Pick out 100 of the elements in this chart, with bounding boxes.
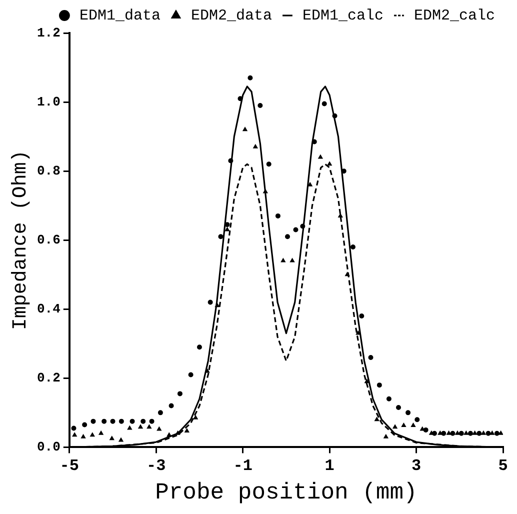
x-tick-label: -1 xyxy=(233,456,252,475)
point xyxy=(332,113,338,118)
point xyxy=(72,432,77,437)
point xyxy=(468,430,473,436)
point xyxy=(90,432,95,437)
y-tick-label: 0.2 xyxy=(37,370,61,386)
point xyxy=(411,422,416,427)
point xyxy=(177,391,182,396)
point xyxy=(168,403,174,408)
point xyxy=(138,424,143,429)
point xyxy=(188,372,194,378)
point xyxy=(146,424,152,429)
point xyxy=(81,434,86,438)
point xyxy=(196,344,202,350)
point xyxy=(486,430,491,436)
x-tick-label: 3 xyxy=(411,456,422,475)
y-tick-label: 0.8 xyxy=(37,163,61,178)
point xyxy=(450,430,456,436)
y-tick-label: 1.0 xyxy=(37,94,61,110)
point xyxy=(280,258,286,262)
point xyxy=(205,368,210,373)
y-tick-label: 1.2 xyxy=(37,25,61,40)
point xyxy=(464,430,468,435)
point xyxy=(441,430,446,436)
point xyxy=(90,418,96,424)
point xyxy=(327,162,332,166)
point xyxy=(359,314,364,319)
point xyxy=(193,415,198,420)
point xyxy=(396,405,402,410)
x-tick-label: 5 xyxy=(498,456,508,475)
point xyxy=(432,430,437,436)
point xyxy=(423,427,428,432)
point xyxy=(158,410,163,416)
point xyxy=(312,139,317,144)
x-tick-label: -5 xyxy=(60,456,80,475)
legend-label: EDM2_data xyxy=(190,7,272,24)
point xyxy=(356,330,360,335)
x-tick-label: -3 xyxy=(146,456,166,475)
point xyxy=(118,438,124,442)
point xyxy=(401,422,406,427)
point xyxy=(455,430,460,435)
point xyxy=(166,432,172,437)
point xyxy=(386,396,392,402)
point xyxy=(341,168,346,174)
point xyxy=(127,426,132,430)
point xyxy=(374,417,380,422)
point xyxy=(102,418,107,424)
point xyxy=(208,300,213,305)
point xyxy=(248,75,253,80)
point xyxy=(98,430,104,435)
point xyxy=(318,154,323,159)
point xyxy=(110,418,116,424)
point xyxy=(490,430,494,435)
point xyxy=(392,424,398,429)
y-tick-label: 0.6 xyxy=(37,232,61,248)
legend-label: EDM1_data xyxy=(79,7,160,24)
point xyxy=(406,410,411,416)
point xyxy=(130,418,135,424)
point xyxy=(176,430,180,435)
point xyxy=(218,234,224,240)
point xyxy=(71,426,76,431)
point xyxy=(228,158,234,164)
point xyxy=(472,430,478,435)
x-tick-label: 1 xyxy=(324,456,334,475)
point xyxy=(215,303,220,308)
point xyxy=(494,430,500,436)
point xyxy=(258,102,263,108)
point xyxy=(438,430,442,435)
point xyxy=(322,101,327,106)
point xyxy=(149,418,154,424)
point xyxy=(290,258,295,262)
point xyxy=(225,227,230,232)
point xyxy=(242,127,248,132)
y-tick-label: 0.4 xyxy=(37,301,61,316)
point xyxy=(156,426,162,431)
point xyxy=(293,227,298,232)
y-axis-title: Impedance (Ohm) xyxy=(9,150,32,330)
point xyxy=(266,162,272,167)
point xyxy=(368,354,374,360)
point xyxy=(263,189,268,194)
point xyxy=(118,418,124,424)
point xyxy=(140,418,146,424)
point xyxy=(350,244,356,250)
point xyxy=(376,382,382,388)
point xyxy=(275,213,280,218)
x-axis-title: Probe position (mm) xyxy=(155,479,418,506)
point xyxy=(300,224,306,229)
point xyxy=(253,144,258,148)
legend-label: EDM2_calc xyxy=(414,7,495,24)
point xyxy=(458,430,464,436)
point xyxy=(481,430,486,435)
point xyxy=(384,434,388,438)
point xyxy=(414,417,420,422)
legend-label: EDM1_calc xyxy=(302,7,384,24)
point xyxy=(498,430,503,435)
point xyxy=(345,272,350,276)
point xyxy=(446,430,452,435)
point xyxy=(82,422,88,428)
point xyxy=(476,430,482,436)
y-tick-label: 0.0 xyxy=(37,439,61,454)
